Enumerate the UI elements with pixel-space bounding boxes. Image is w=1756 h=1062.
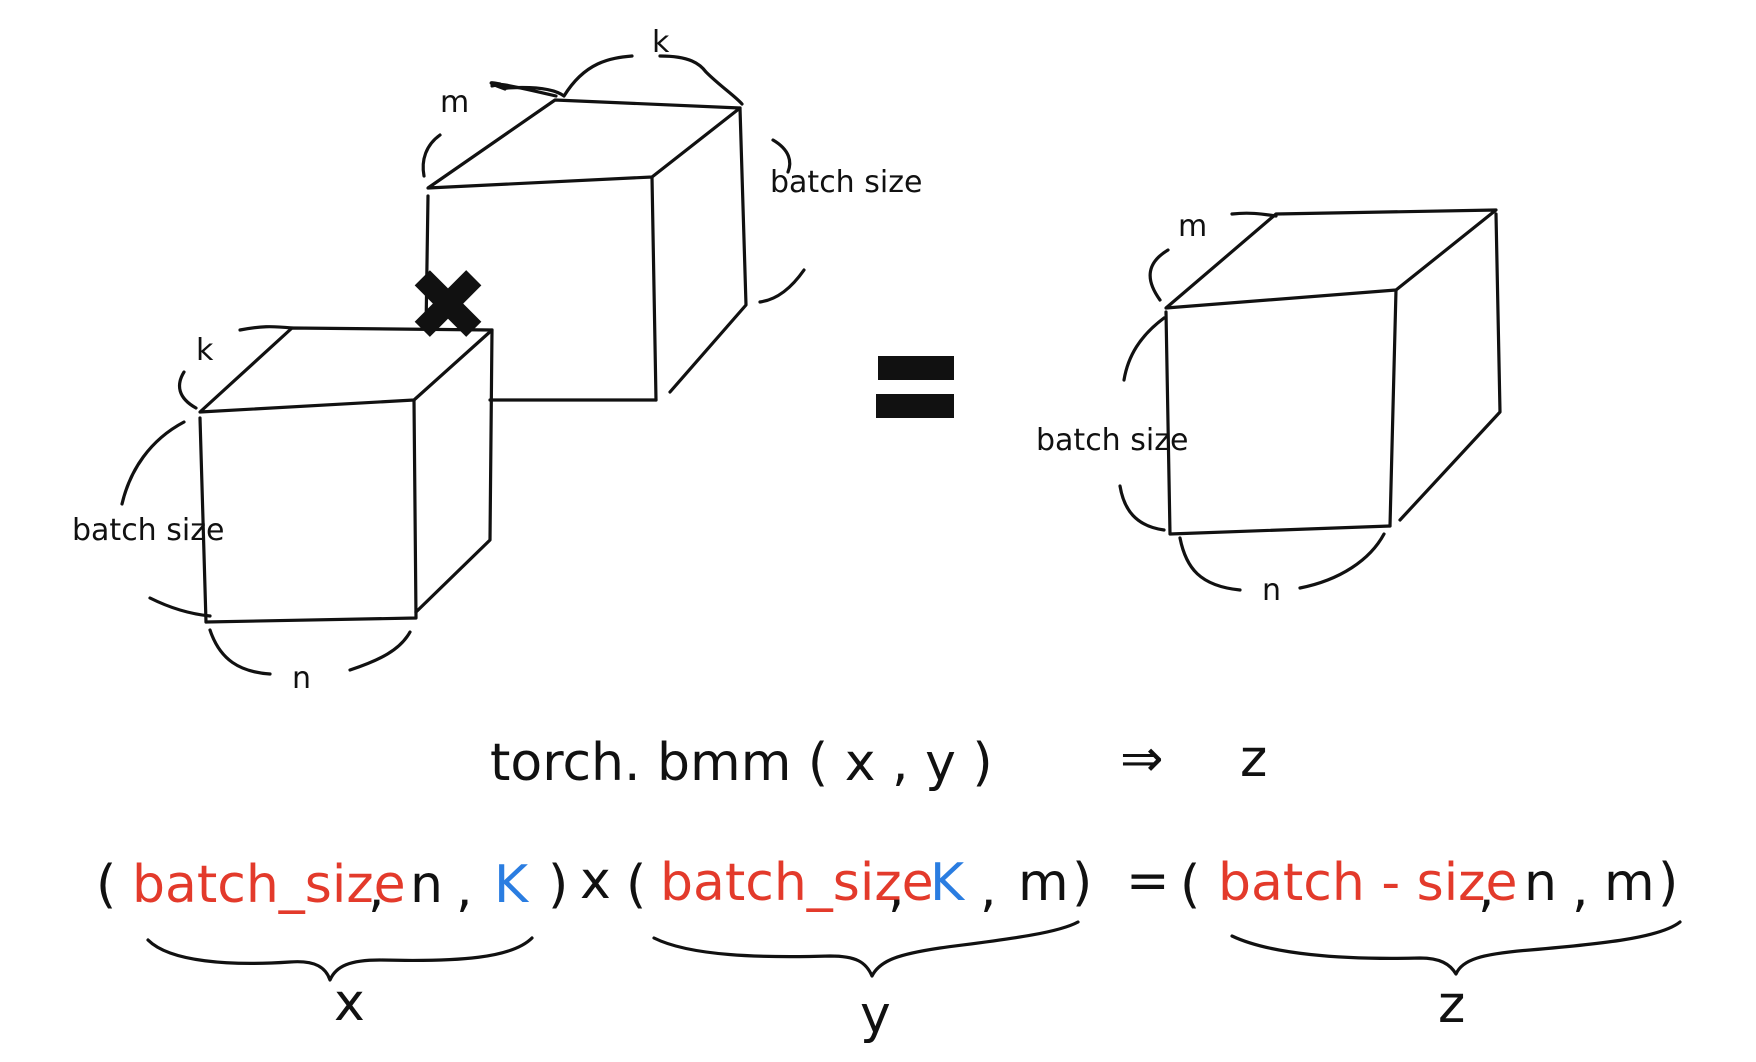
- svg-text:,: ,: [1572, 859, 1589, 919]
- svg-text:): ): [548, 855, 568, 915]
- cube-middle: [424, 98, 748, 402]
- cube-left-width-label: n: [292, 661, 311, 696]
- shape-z: ( batch - size , n , m ): [1180, 853, 1678, 919]
- svg-text:,: ,: [456, 859, 473, 919]
- cube-right-depth-label: m: [1178, 209, 1207, 244]
- cube-right-braces: [1118, 211, 1386, 592]
- svg-text:(: (: [626, 855, 646, 915]
- svg-text:): ): [1658, 853, 1678, 913]
- brace-z: [1230, 920, 1682, 976]
- x-dim-k: K: [494, 855, 530, 915]
- shape-equals: =: [1126, 851, 1170, 911]
- brace-label-z: z: [1438, 975, 1465, 1035]
- svg-text:): ): [1072, 853, 1092, 913]
- cube-middle-depth-label: m: [440, 85, 469, 120]
- svg-text:,: ,: [1478, 859, 1495, 919]
- shape-y: ( batch_size , K , m ): [626, 853, 1092, 919]
- x-batch-size: batch_size: [132, 855, 406, 915]
- code-call: torch. bmm ( x , y ): [490, 733, 993, 793]
- shape-times: x: [580, 851, 611, 911]
- z-batch-size: batch - size: [1218, 853, 1517, 913]
- svg-text:,: ,: [980, 859, 997, 919]
- z-dim-m: m: [1604, 853, 1655, 913]
- cube-right-height-label: batch size: [1036, 423, 1188, 458]
- brace-label-x: x: [334, 973, 365, 1033]
- cube-middle-height-label: batch size: [770, 165, 922, 200]
- y-dim-k: K: [930, 853, 966, 913]
- svg-text:,: ,: [368, 859, 385, 919]
- cube-right: [1164, 208, 1502, 536]
- y-batch-size: batch_size: [660, 853, 934, 913]
- cube-middle-braces: [421, 54, 806, 304]
- x-dim-n: n: [410, 855, 443, 915]
- shape-x: ( batch_size , n , K ): [96, 855, 568, 919]
- svg-text:,: ,: [888, 859, 905, 919]
- svg-text:(: (: [1180, 855, 1200, 915]
- code-arrow: ⇒: [1120, 729, 1164, 789]
- multiply-operator: ✖: [406, 247, 490, 364]
- code-result: z: [1240, 729, 1267, 789]
- brace-x: [146, 936, 534, 982]
- y-dim-m: m: [1018, 853, 1069, 913]
- code-line: torch. bmm ( x , y ) ⇒ z: [490, 729, 1267, 793]
- cube-middle-width-label: k: [652, 25, 670, 60]
- svg-text:(: (: [96, 855, 116, 915]
- brace-label-y: y: [860, 985, 891, 1045]
- cube-right-width-label: n: [1262, 573, 1281, 608]
- equals-operator: [876, 356, 954, 418]
- cube-left-depth-label: k: [196, 333, 214, 368]
- brace-y: [652, 920, 1080, 978]
- z-dim-n: n: [1524, 853, 1557, 913]
- cube-left-braces: [120, 325, 412, 676]
- cube-left: [198, 326, 494, 624]
- cube-left-height-label: batch size: [72, 513, 224, 548]
